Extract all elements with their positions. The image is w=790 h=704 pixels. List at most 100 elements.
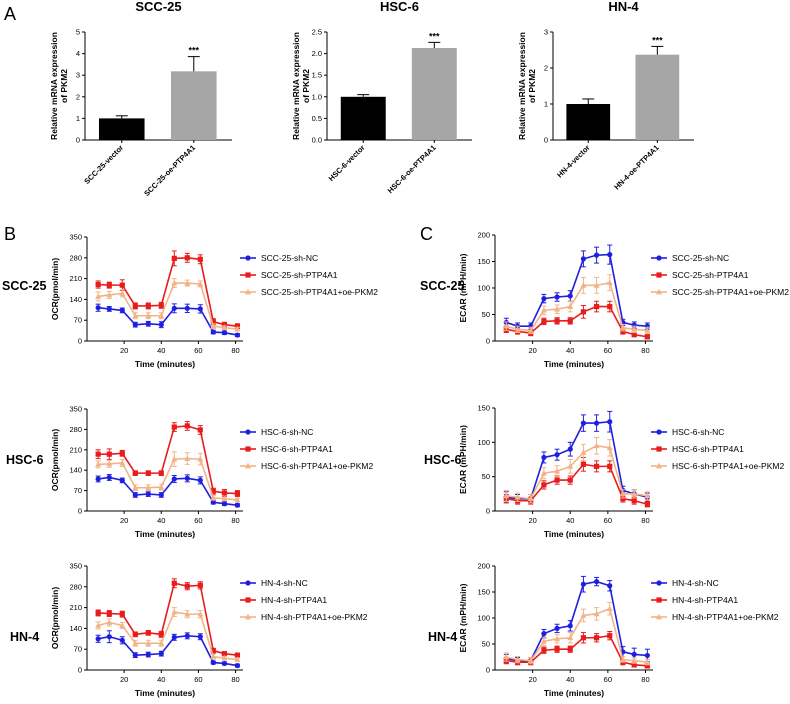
bar-hn-4-oe-ptp4a1 bbox=[635, 54, 680, 140]
data-point bbox=[145, 630, 151, 636]
y-axis-label-line1: Relative mRNA expression bbox=[517, 32, 527, 140]
legend-label: HN-4-sh-PTP4A1 bbox=[672, 595, 738, 605]
data-point bbox=[644, 501, 650, 507]
data-point bbox=[145, 470, 151, 476]
ocr-chart-hsc-6: 0 70 140 210 280 350 OCR(pmol/min) 20 40 60 80 Time… bbox=[50, 405, 373, 540]
data-point bbox=[593, 610, 600, 617]
data-point bbox=[234, 325, 241, 332]
data-point bbox=[132, 492, 138, 498]
data-point bbox=[580, 309, 587, 315]
data-point bbox=[95, 622, 102, 628]
y-tick-label: 350 bbox=[69, 405, 82, 414]
series-line bbox=[506, 281, 648, 332]
data-point bbox=[234, 496, 241, 503]
data-point bbox=[580, 461, 587, 467]
data-point bbox=[171, 608, 178, 615]
x-tick-label: 20 bbox=[528, 516, 536, 525]
data-point bbox=[593, 442, 600, 449]
data-point bbox=[541, 482, 547, 488]
data-point bbox=[106, 306, 112, 312]
data-point bbox=[145, 484, 152, 491]
y-tick-label: 0 bbox=[78, 337, 82, 346]
panel-label-b: B bbox=[4, 224, 16, 244]
data-point bbox=[197, 256, 203, 262]
series-line bbox=[97, 611, 238, 661]
y-tick-label: 100 bbox=[477, 614, 490, 623]
bar-chart-scc-25: SCC-25 Relative mRNA expression of PKM2 0 1 2… bbox=[49, 0, 232, 198]
data-point bbox=[631, 651, 637, 658]
data-point bbox=[527, 495, 534, 502]
data-point bbox=[620, 328, 626, 335]
x-category-label: HN-4-vector bbox=[555, 143, 591, 179]
data-point bbox=[593, 252, 600, 258]
legend-label: HSC-6-sh-PTP4A1+oe-PKM2 bbox=[672, 461, 784, 471]
data-point bbox=[593, 420, 600, 426]
legend-item-hsc-6-sh-ptp4a1-oe-pkm2: HSC-6-sh-PTP4A1+oe-PKM2 bbox=[240, 461, 373, 471]
y-tick-label: 1.5 bbox=[312, 71, 322, 80]
legend-label: SCC-25-sh-NC bbox=[261, 253, 318, 263]
legend-marker bbox=[245, 597, 251, 603]
data-point bbox=[171, 455, 178, 462]
data-point bbox=[221, 654, 228, 661]
data-point bbox=[234, 656, 241, 662]
data-point bbox=[106, 619, 113, 625]
data-point bbox=[197, 582, 203, 588]
legend-label: SCC-25-sh-PTP4A1 bbox=[672, 270, 749, 280]
legend-item-hn-4-sh-ptp4a1: HN-4-sh-PTP4A1 bbox=[651, 595, 738, 605]
legend-label: SCC-25-sh-PTP4A1+oe-PKM2 bbox=[672, 287, 789, 297]
data-point bbox=[145, 651, 151, 658]
data-point bbox=[145, 640, 152, 646]
x-category-label: HSC-6-vector bbox=[327, 143, 367, 183]
series-hsc-6-sh-ptp4a1-oe-pkm2 bbox=[503, 437, 651, 504]
y-tick-label: 140 bbox=[69, 466, 82, 475]
data-point bbox=[221, 330, 228, 336]
data-point bbox=[620, 496, 626, 502]
data-point bbox=[567, 463, 574, 469]
y-tick-label: 70 bbox=[74, 316, 82, 325]
data-point bbox=[554, 635, 561, 642]
data-point bbox=[593, 463, 600, 469]
bar-chart-hn-4: HN-4 Relative mRNA expression of PKM2 0 1 2 3 H… bbox=[517, 0, 694, 192]
data-point bbox=[607, 252, 613, 258]
data-point bbox=[210, 648, 216, 654]
data-point bbox=[554, 477, 560, 483]
legend-label: SCC-25-sh-PTP4A1 bbox=[261, 270, 338, 280]
data-point bbox=[540, 307, 547, 313]
data-point bbox=[221, 660, 228, 667]
bar-chart-hsc-6: HSC-6 Relative mRNA expression of PKM2 0.0 0… bbox=[291, 0, 472, 195]
data-point bbox=[106, 451, 112, 457]
y-tick-label: 0 bbox=[486, 507, 490, 516]
data-point bbox=[132, 631, 138, 637]
data-point bbox=[514, 494, 521, 500]
data-point bbox=[234, 332, 241, 338]
y-tick-label: 1 bbox=[76, 114, 80, 123]
y-axis-label-line2: of PKM2 bbox=[301, 69, 311, 103]
y-axis-label: OCR(pmol/min) bbox=[50, 258, 60, 320]
data-point bbox=[514, 656, 521, 662]
legend-marker bbox=[245, 288, 251, 295]
x-axis-label: Time (minutes) bbox=[135, 688, 195, 698]
data-point bbox=[171, 580, 177, 586]
data-point bbox=[132, 312, 139, 319]
data-point bbox=[210, 659, 216, 666]
x-tick-label: 60 bbox=[194, 675, 202, 684]
legend-marker bbox=[245, 580, 251, 586]
series-hsc-6-sh-ptp4a1 bbox=[95, 421, 241, 497]
data-point bbox=[158, 651, 164, 657]
y-tick-label: 210 bbox=[69, 603, 82, 612]
data-point bbox=[132, 484, 139, 491]
data-point bbox=[593, 579, 600, 585]
series-scc-25-sh-ptp4a1-oe-pkm2 bbox=[503, 274, 651, 335]
data-point bbox=[619, 324, 626, 331]
data-point bbox=[567, 646, 573, 652]
data-point bbox=[119, 477, 125, 483]
data-point bbox=[184, 279, 191, 286]
data-point bbox=[221, 490, 228, 496]
data-point bbox=[197, 610, 204, 617]
data-point bbox=[95, 476, 101, 482]
y-tick-label: 100 bbox=[477, 284, 490, 293]
data-point bbox=[106, 474, 112, 481]
x-axis-label: Time (minutes) bbox=[135, 529, 195, 539]
data-point bbox=[197, 634, 203, 640]
series-hsc-6-sh-ptp4a1-oe-pkm2 bbox=[95, 451, 241, 503]
